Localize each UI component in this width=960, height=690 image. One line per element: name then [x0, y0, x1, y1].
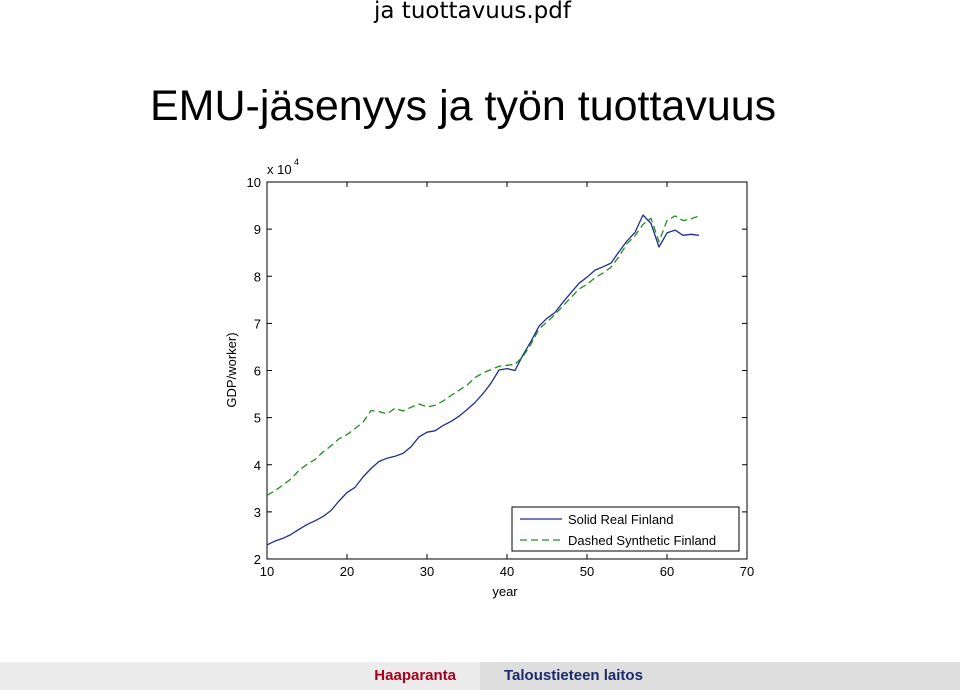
x-tick-label: 40 — [500, 564, 514, 579]
y-tick-label: 3 — [254, 505, 261, 520]
legend: Solid Real Finland Dashed Synthetic Finl… — [511, 506, 740, 552]
y-tick-label: 10 — [247, 175, 261, 190]
y-axis: 2 3 4 5 6 7 8 9 10 — [247, 175, 747, 567]
y-tick-label: 9 — [254, 222, 261, 237]
footer: Haaparanta Taloustieteen laitos — [0, 662, 960, 690]
y-exponent-power: 4 — [294, 157, 299, 167]
y-tick-label: 7 — [254, 316, 261, 331]
x-tick-label: 60 — [660, 564, 674, 579]
legend-label-1: Dashed Synthetic Finland — [568, 533, 716, 548]
x-tick-label: 10 — [260, 564, 274, 579]
footer-right-panel: Taloustieteen laitos — [480, 662, 960, 690]
y-tick-label: 5 — [254, 411, 261, 426]
y-tick-label: 4 — [254, 458, 261, 473]
footer-author: Haaparanta — [374, 667, 456, 684]
x-tick-label: 30 — [420, 564, 434, 579]
slide-title: EMU-jäsenyys ja työn tuottavuus — [150, 82, 777, 130]
y-tick-label: 2 — [254, 552, 261, 567]
x-tick-label: 20 — [340, 564, 354, 579]
series-line-0 — [266, 214, 700, 546]
footer-department: Taloustieteen laitos — [504, 667, 643, 684]
x-axis-label: year — [492, 584, 518, 599]
series-line-1 — [266, 215, 700, 496]
legend-box — [511, 506, 740, 552]
y-tick-label: 6 — [254, 364, 261, 379]
plot-area — [266, 181, 748, 560]
y-axis-label: GDP/worker) — [224, 332, 239, 407]
y-exponent-label: x 10 — [267, 162, 292, 177]
x-tick-label: 50 — [580, 564, 594, 579]
x-tick-label: 70 — [740, 564, 754, 579]
line-chart: 10 20 30 40 50 60 70 2 3 4 5 6 7 8 9 10 year GDP/worke… — [224, 157, 754, 599]
legend-label-0: Solid Real Finland — [568, 512, 674, 527]
x-axis: 10 20 30 40 50 60 70 — [260, 182, 754, 579]
y-tick-label: 8 — [254, 269, 261, 284]
series-layer — [266, 214, 700, 546]
footer-left-panel: Haaparanta — [0, 662, 480, 690]
file-title: ja tuottavuus.pdf — [374, 0, 571, 24]
